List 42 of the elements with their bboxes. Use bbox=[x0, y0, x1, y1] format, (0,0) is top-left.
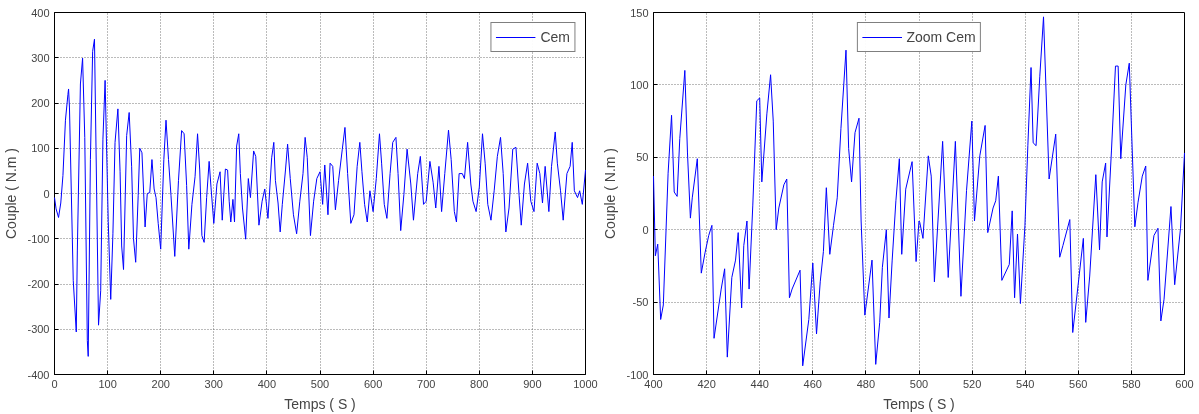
y-tick-label: 0 bbox=[43, 187, 50, 200]
x-tick-label: 100 bbox=[98, 377, 117, 390]
x-tick-label: 900 bbox=[523, 377, 542, 390]
y-tick-label: -100 bbox=[27, 232, 50, 245]
x-axis-title: Temps ( S ) bbox=[883, 395, 955, 412]
y-tick-label: 200 bbox=[31, 97, 50, 109]
y-tick-label: 150 bbox=[630, 6, 649, 19]
y-tick-label: -200 bbox=[27, 278, 50, 290]
x-tick-label: 200 bbox=[151, 377, 170, 390]
x-tick-label: 460 bbox=[803, 377, 822, 390]
y-tick-label: -400 bbox=[27, 368, 50, 381]
x-tick-label: 300 bbox=[204, 377, 223, 390]
y-tick-label: 0 bbox=[642, 223, 649, 236]
x-tick-label: 0 bbox=[51, 377, 58, 390]
x-tick-label: 500 bbox=[310, 377, 330, 390]
x-tick-label: 600 bbox=[363, 377, 383, 390]
x-tick-label: 560 bbox=[1069, 377, 1088, 390]
line-series bbox=[653, 16, 1185, 367]
x-tick-label: 1000 bbox=[573, 377, 598, 390]
x-tick-label: 500 bbox=[909, 377, 929, 390]
y-axis-title: Couple ( N.m ) bbox=[3, 147, 20, 240]
y-axis-title: Couple ( N.m ) bbox=[602, 147, 619, 240]
y-tick-label: 50 bbox=[636, 151, 649, 164]
x-tick-label: 540 bbox=[1016, 377, 1035, 390]
x-axis-title: Temps ( S ) bbox=[284, 395, 356, 412]
y-tick-label: -50 bbox=[632, 296, 649, 309]
y-tick-label: -300 bbox=[27, 323, 50, 336]
x-tick-label: 440 bbox=[750, 377, 769, 390]
y-tick-label: 100 bbox=[630, 78, 649, 91]
y-tick-label: 100 bbox=[31, 142, 50, 155]
y-tick-label: 400 bbox=[31, 6, 50, 19]
x-tick-label: 420 bbox=[697, 377, 716, 390]
x-tick-label: 400 bbox=[257, 377, 277, 390]
x-tick-label: 580 bbox=[1122, 377, 1141, 390]
legend-label: Cem bbox=[540, 29, 570, 45]
y-tick-label: 300 bbox=[31, 51, 50, 64]
x-tick-label: 520 bbox=[962, 377, 982, 390]
x-tick-label: 700 bbox=[417, 377, 436, 390]
x-tick-label: 600 bbox=[1175, 377, 1194, 390]
x-tick-label: 480 bbox=[856, 377, 876, 390]
x-tick-label: 800 bbox=[470, 377, 489, 390]
legend-label: Zoom Cem bbox=[906, 29, 976, 45]
